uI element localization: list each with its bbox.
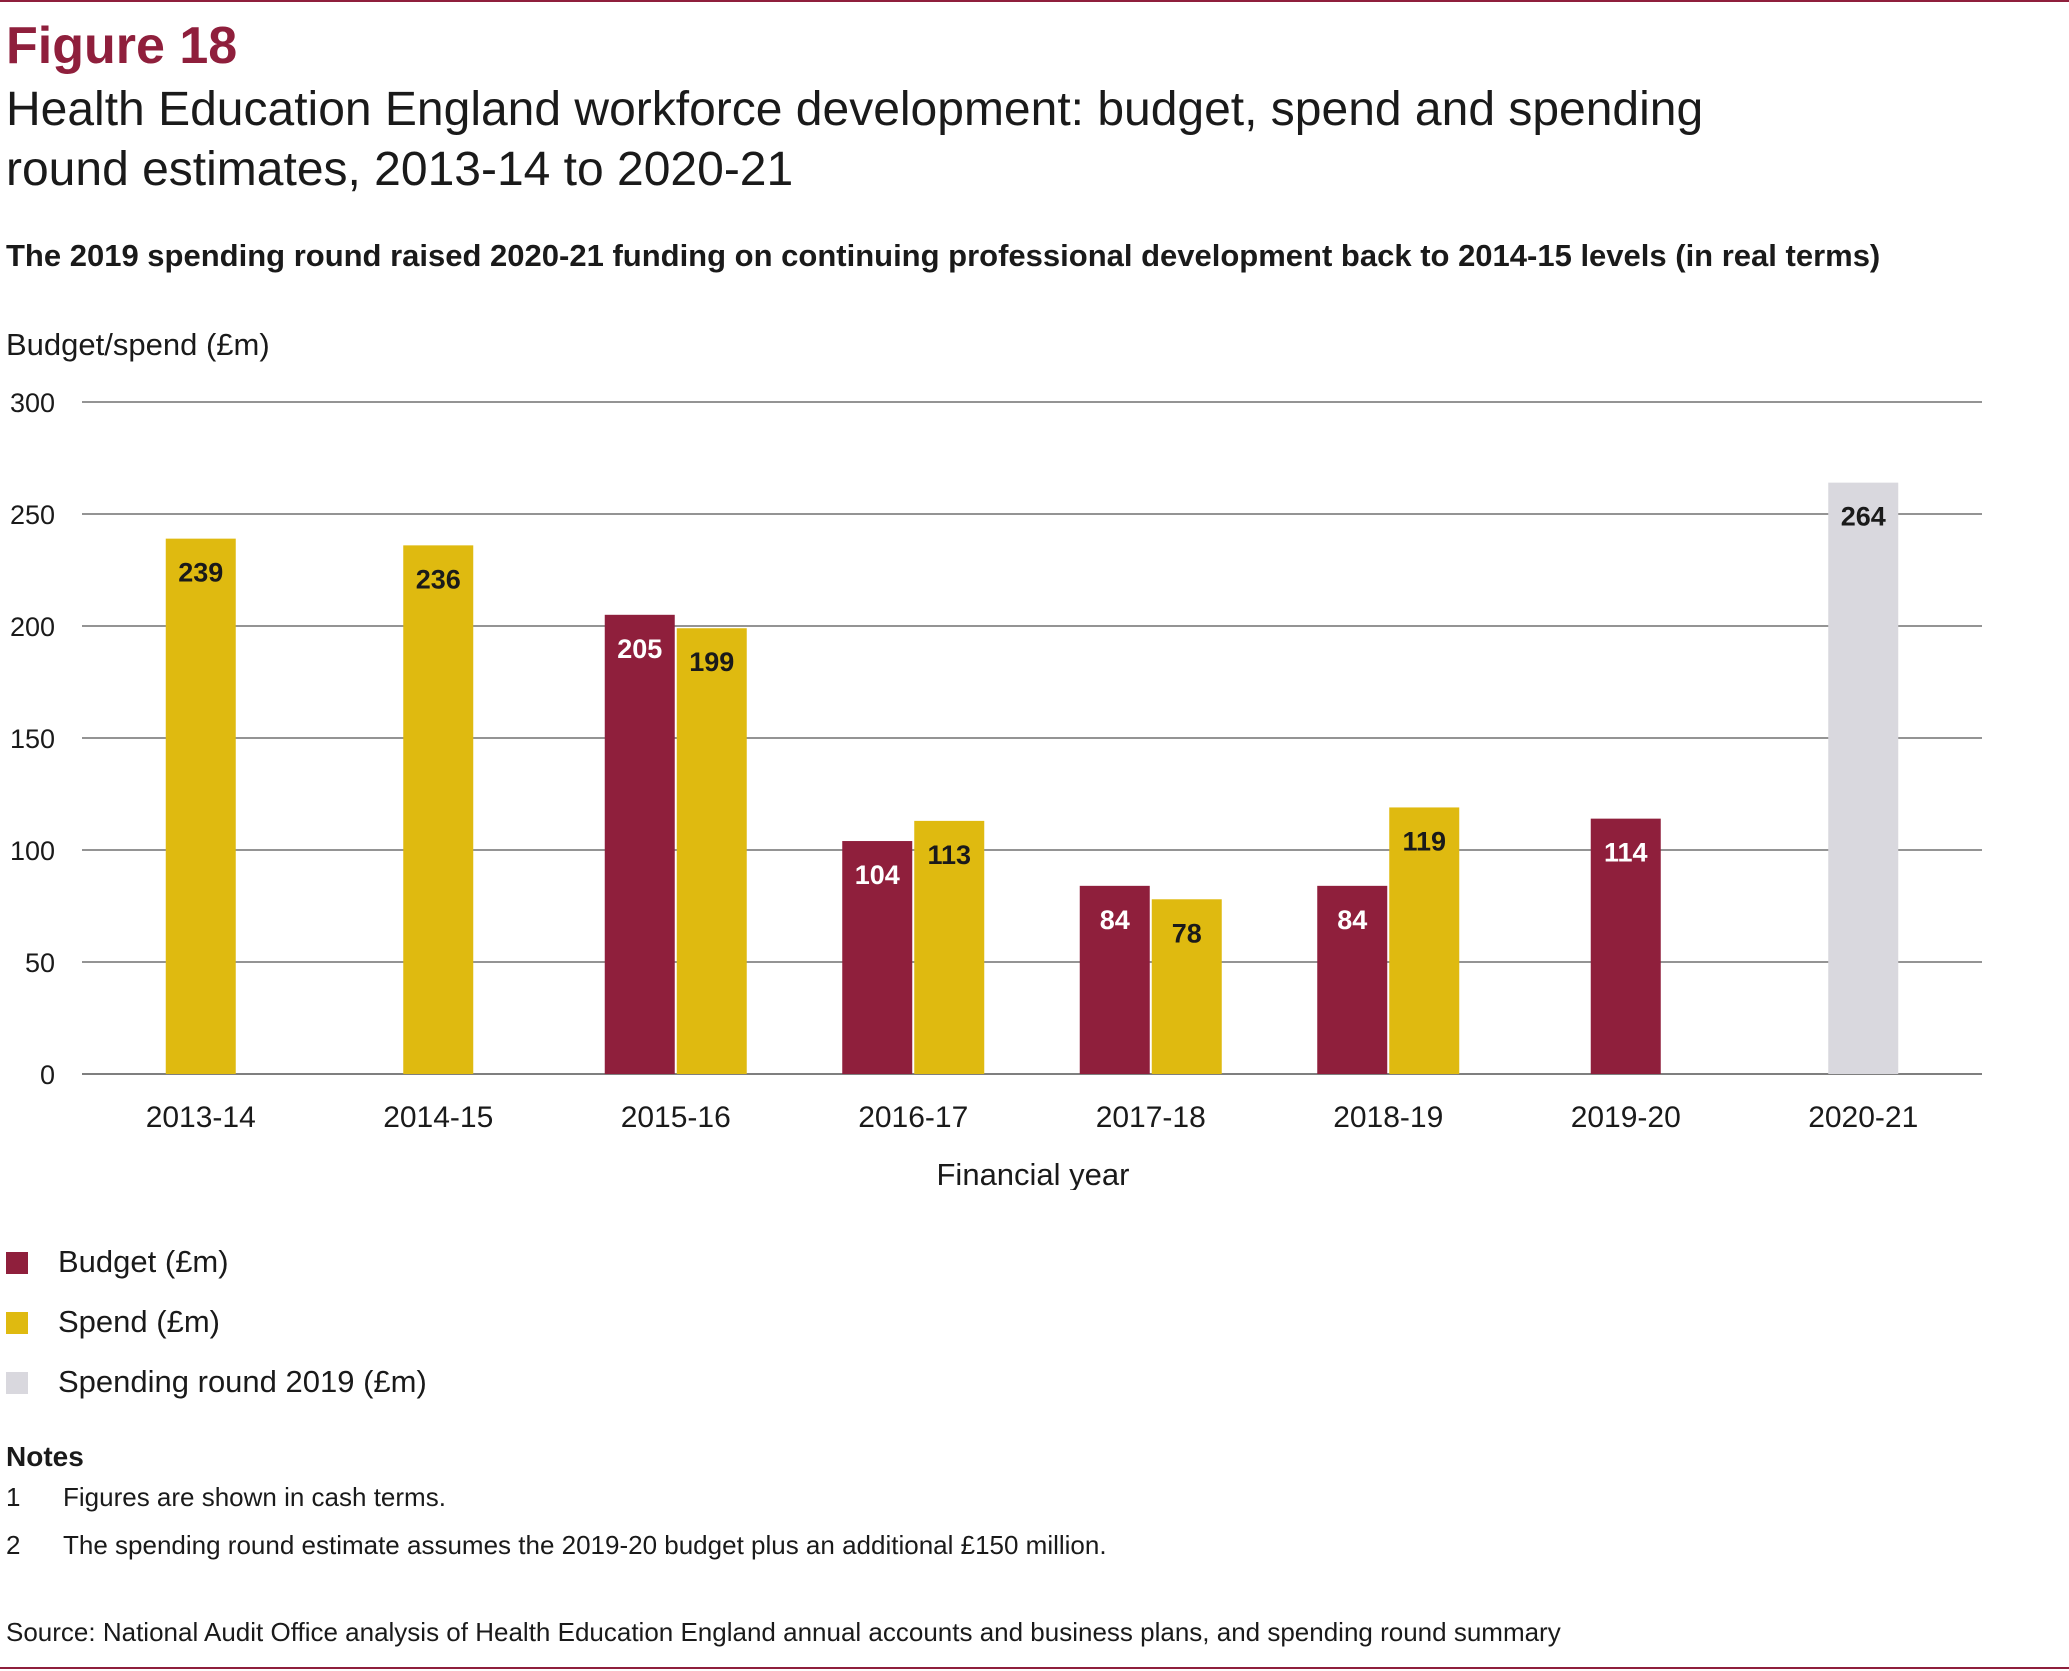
legend-swatch-spending-round bbox=[6, 1372, 28, 1394]
bar-budget-2015-16 bbox=[604, 614, 675, 1074]
x-tick-label: 2016-17 bbox=[858, 1101, 968, 1134]
notes-heading: Notes bbox=[6, 1441, 84, 1472]
data-label: 205 bbox=[617, 634, 662, 664]
data-label: 104 bbox=[855, 860, 900, 890]
x-tick-label: 2018-19 bbox=[1333, 1101, 1443, 1134]
bar-spend-2016-17 bbox=[914, 820, 985, 1074]
y-tick-label: 250 bbox=[10, 500, 55, 530]
figure-subtitle: The 2019 spending round raised 2020-21 f… bbox=[6, 238, 1881, 273]
bar-chart: Budget/spend (£m) 239 236 205 199 104 113 84 78… bbox=[6, 327, 1982, 1190]
x-tick-label: 2019-20 bbox=[1571, 1101, 1681, 1134]
top-rule bbox=[0, 0, 2069, 2]
y-tick-label: 300 bbox=[10, 388, 55, 418]
figure-label: Figure 18 bbox=[6, 17, 238, 75]
bar-spend-2013-14 bbox=[165, 538, 236, 1074]
legend-label-budget: Budget (£m) bbox=[58, 1244, 229, 1279]
y-tick-label: 0 bbox=[40, 1060, 55, 1090]
bar-budget-2018-19 bbox=[1317, 885, 1388, 1074]
bar-budget-2019-20 bbox=[1590, 818, 1661, 1074]
note-text: The spending round estimate assumes the … bbox=[63, 1530, 1107, 1560]
data-label: 119 bbox=[1402, 826, 1446, 856]
x-tick-label: 2014-15 bbox=[383, 1101, 493, 1134]
x-tick-label: 2020-21 bbox=[1808, 1101, 1918, 1134]
data-label: 84 bbox=[1337, 905, 1367, 935]
y-tick-label: 50 bbox=[25, 948, 55, 978]
bar-spend-2017-18 bbox=[1151, 899, 1222, 1074]
y-tick-label: 150 bbox=[10, 724, 55, 754]
bar-budget-2016-17 bbox=[842, 841, 913, 1074]
data-label: 239 bbox=[178, 558, 223, 588]
source-note: Source: National Audit Office analysis o… bbox=[6, 1617, 1561, 1647]
data-label: 264 bbox=[1841, 502, 1886, 532]
note-item: 2 The spending round estimate assumes th… bbox=[6, 1521, 1107, 1569]
bottom-rule bbox=[0, 1667, 2069, 1669]
bar-spend-2015-16 bbox=[676, 628, 747, 1074]
y-axis-title: Budget/spend (£m) bbox=[6, 327, 270, 362]
note-text: Figures are shown in cash terms. bbox=[63, 1482, 446, 1512]
data-label: 114 bbox=[1604, 838, 1648, 868]
y-tick-label: 200 bbox=[10, 612, 55, 642]
notes-section: Notes 1 Figures are shown in cash terms.… bbox=[6, 1441, 1107, 1569]
bar-spend-2014-15 bbox=[403, 545, 474, 1074]
bar-budget-2017-18 bbox=[1079, 885, 1150, 1074]
data-label: 236 bbox=[416, 564, 461, 594]
data-label: 199 bbox=[689, 647, 734, 677]
legend-label-spending-round: Spending round 2019 (£m) bbox=[58, 1364, 427, 1399]
note-item: 1 Figures are shown in cash terms. bbox=[6, 1473, 446, 1521]
note-number: 1 bbox=[6, 1482, 21, 1512]
figure-title: Health Education England workforce devel… bbox=[6, 83, 1704, 196]
legend-swatch-budget bbox=[6, 1252, 28, 1274]
x-tick-label: 2015-16 bbox=[621, 1101, 731, 1134]
data-label: 113 bbox=[927, 840, 971, 870]
legend-label-spend: Spend (£m) bbox=[58, 1304, 220, 1339]
data-label: 78 bbox=[1172, 918, 1202, 948]
data-label: 84 bbox=[1100, 905, 1130, 935]
x-tick-label: 2017-18 bbox=[1096, 1101, 1206, 1134]
y-tick-label: 100 bbox=[10, 836, 55, 866]
note-number: 2 bbox=[6, 1530, 21, 1560]
legend-swatch-spend bbox=[6, 1312, 28, 1334]
x-axis-title: Financial year bbox=[937, 1157, 1130, 1190]
bar-spend-2018-19 bbox=[1389, 807, 1460, 1074]
x-tick-label: 2013-14 bbox=[146, 1101, 256, 1134]
bar-spending-2020-21 bbox=[1828, 482, 1899, 1074]
